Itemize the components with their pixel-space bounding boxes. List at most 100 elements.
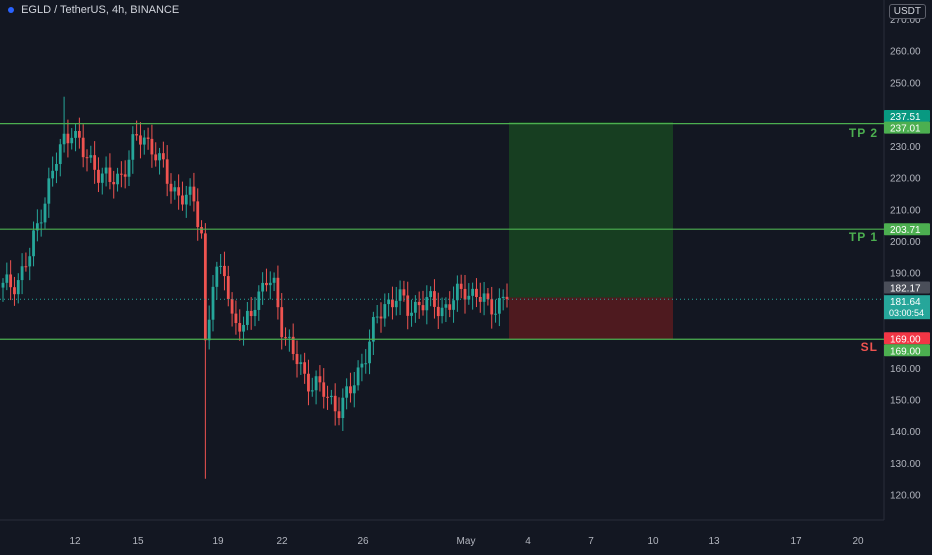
tp2-badge-bg <box>884 121 930 134</box>
candle-body <box>383 304 387 319</box>
candle-body <box>230 299 234 314</box>
current-price-badge-bg <box>884 295 930 320</box>
y-tick-label: 130.00 <box>890 459 921 470</box>
candle-body <box>127 159 131 177</box>
candle-body <box>440 307 444 317</box>
candle-body <box>234 313 238 324</box>
currency-selector[interactable]: USDT <box>888 4 926 19</box>
candle-body <box>165 159 169 184</box>
candle-body <box>410 312 413 316</box>
candle-body <box>280 307 284 338</box>
candle-body <box>379 316 383 319</box>
candle-body <box>181 195 184 205</box>
candle-body <box>85 157 89 159</box>
candle-body <box>223 265 226 277</box>
y-tick-label: 140.00 <box>890 427 921 438</box>
candle-body <box>452 300 455 310</box>
candle-body <box>406 295 410 316</box>
candle-body <box>93 155 97 170</box>
candle-body <box>253 309 257 317</box>
candle-body <box>66 133 70 144</box>
candle-body <box>211 286 215 320</box>
candle-body <box>142 137 146 145</box>
candle-body <box>413 301 417 313</box>
candle-body <box>387 299 391 305</box>
candle-body <box>417 301 421 306</box>
current-price-value: 181.64 <box>890 297 921 308</box>
candle-body <box>184 194 188 205</box>
candle-body <box>77 130 81 138</box>
candle-body <box>200 226 203 234</box>
candle-body <box>482 293 486 302</box>
tp1-badge: 203.71 <box>890 225 921 236</box>
candle-body <box>433 291 436 307</box>
tp1-label: TP 1 <box>848 230 878 245</box>
candle-body <box>16 280 20 295</box>
y-tick-label: 120.00 <box>890 491 921 502</box>
candle-body <box>444 304 448 308</box>
x-tick-label: May <box>457 536 476 547</box>
x-tick-label: 17 <box>790 536 802 547</box>
candle-body <box>276 277 280 308</box>
candle-body <box>74 130 77 138</box>
candle-body <box>35 223 39 231</box>
candle-body <box>455 283 459 301</box>
candle-body <box>173 187 177 192</box>
candle-body <box>318 376 322 383</box>
candle-body <box>5 274 9 283</box>
candle-body <box>70 137 74 144</box>
candle-body <box>291 336 295 354</box>
stop-zone <box>509 297 673 340</box>
candle-body <box>349 386 352 394</box>
candle-body <box>24 266 28 268</box>
candle-body <box>150 138 154 155</box>
y-tick-label: 190.00 <box>890 269 921 280</box>
candle-body <box>146 137 150 139</box>
candle-body <box>177 187 181 196</box>
candle-body <box>371 317 375 342</box>
candle-body <box>368 341 371 364</box>
candle-body <box>135 134 139 136</box>
x-tick-label: 4 <box>525 536 531 547</box>
candle-body <box>295 353 299 365</box>
candle-body <box>32 230 35 257</box>
candle-body <box>62 133 66 145</box>
candle-body <box>391 299 394 308</box>
candle-body <box>131 134 135 160</box>
candle-body <box>20 266 24 281</box>
candle-body <box>104 167 108 174</box>
candle-body <box>188 186 192 195</box>
candle-body <box>497 298 501 314</box>
candle-body <box>287 336 291 338</box>
candle-body <box>123 174 127 177</box>
candle-body <box>268 282 272 286</box>
candle-body <box>326 396 329 398</box>
y-tick-label: 200.00 <box>890 237 921 248</box>
candle-body <box>459 283 463 289</box>
candle-body <box>219 265 223 267</box>
candle-body <box>249 310 253 317</box>
target-price-badge: 237.51 <box>890 112 921 123</box>
candle-body <box>51 170 55 179</box>
tp2-badge: 237.01 <box>890 124 921 135</box>
candle-body <box>226 276 230 300</box>
candle-body <box>1 282 5 288</box>
candle-body <box>158 153 161 161</box>
candle-body <box>9 274 13 288</box>
candle-body <box>307 373 310 392</box>
tp1-badge-bg <box>884 223 930 236</box>
x-tick-label: 12 <box>69 536 81 547</box>
candle-body <box>139 135 142 145</box>
candle-body <box>501 296 505 299</box>
x-tick-label: 7 <box>588 536 594 547</box>
candle-body <box>58 144 62 165</box>
candle-body <box>505 296 509 300</box>
candle-body <box>352 385 356 394</box>
y-tick-label: 150.00 <box>890 396 921 407</box>
candle-body <box>39 222 43 224</box>
stop-price-badge: 169.00 <box>890 334 921 345</box>
candle-body <box>154 154 158 161</box>
sl-label: SL <box>860 340 878 355</box>
